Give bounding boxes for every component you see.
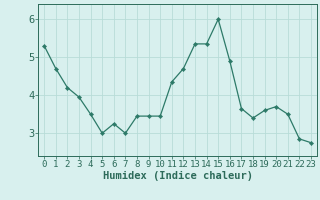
X-axis label: Humidex (Indice chaleur): Humidex (Indice chaleur) bbox=[103, 171, 252, 181]
